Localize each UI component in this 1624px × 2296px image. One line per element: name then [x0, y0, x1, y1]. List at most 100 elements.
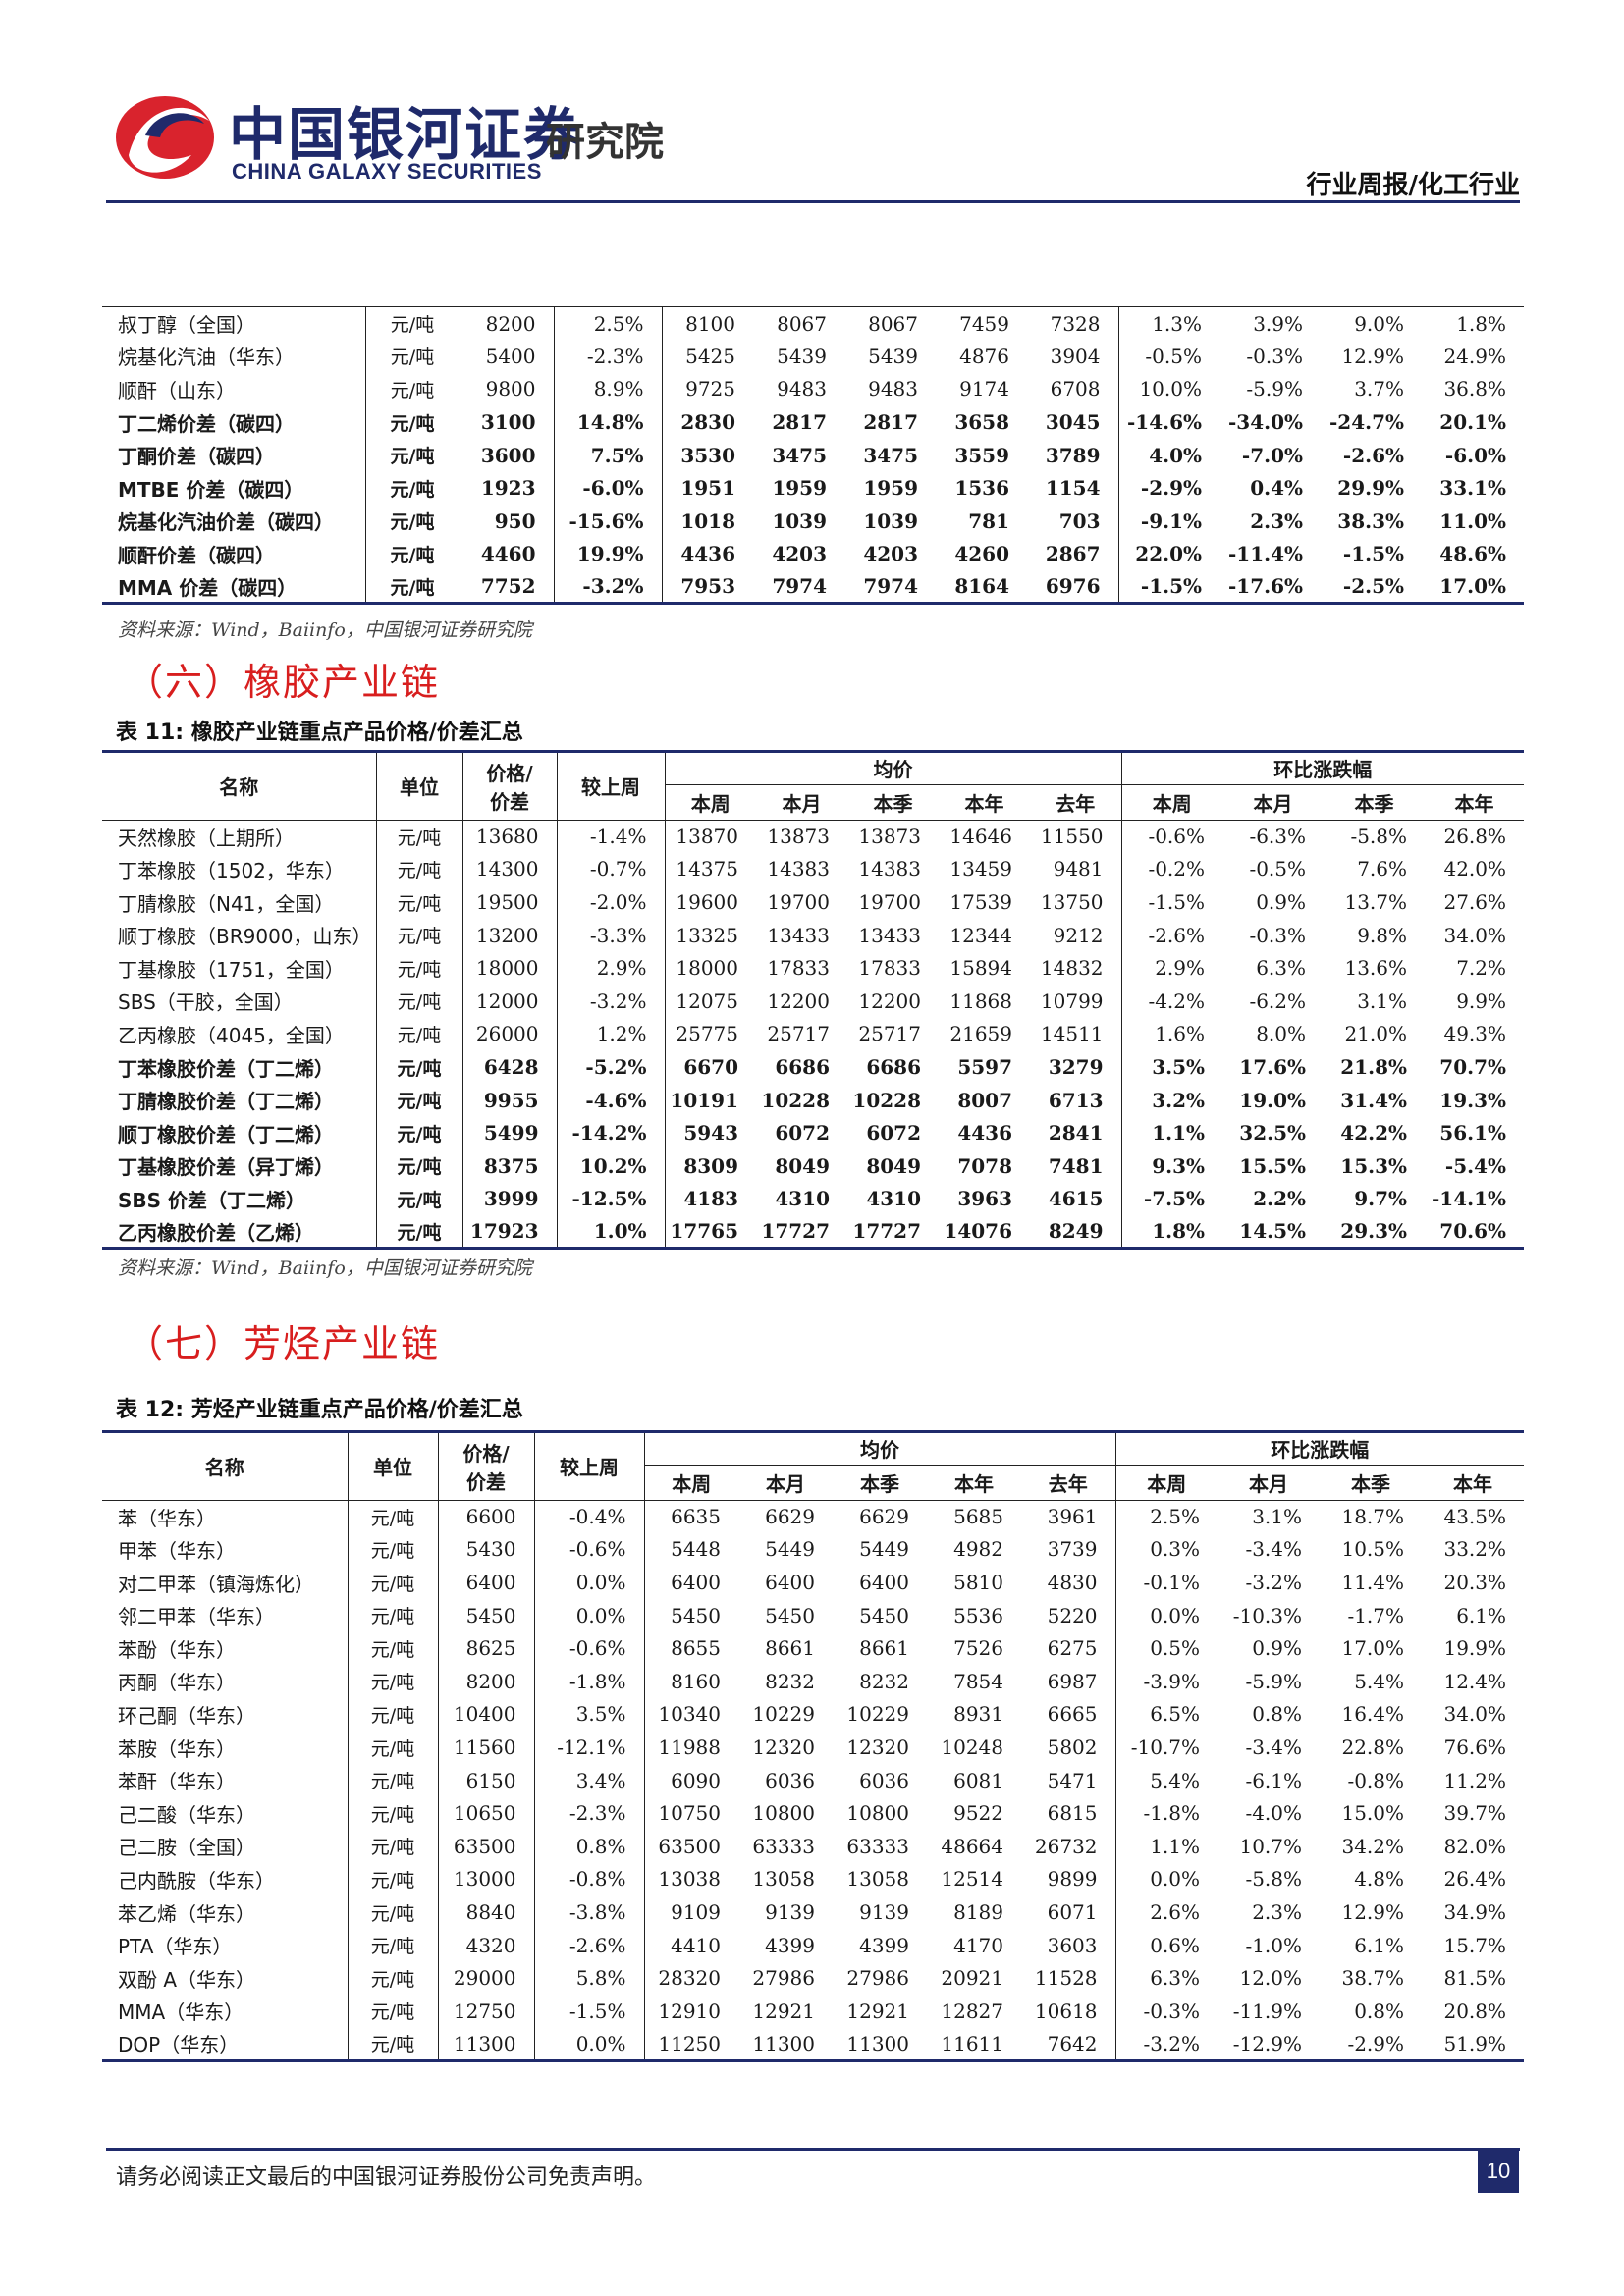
header-name: 名称 — [102, 1430, 348, 1501]
value-cell: 3.7% — [1354, 377, 1404, 401]
value-cell: 15.0% — [1341, 1801, 1405, 1826]
value-cell: 8200 — [459, 306, 554, 341]
value-cell: 43.5% — [1422, 1499, 1525, 1533]
value-cell: 14646 — [939, 819, 1030, 853]
value-cell: -7.5% — [1120, 1182, 1223, 1216]
value-cell: 14832 — [1040, 956, 1104, 981]
value-cell: 12.9% — [1341, 344, 1404, 368]
value-cell: -5.9% — [1245, 1669, 1303, 1693]
value-cell: 5450 — [643, 1598, 738, 1632]
value-cell: 9.3% — [1120, 1149, 1223, 1183]
galaxy-logo-icon — [116, 96, 214, 179]
value-cell: 28320 — [643, 1961, 738, 1995]
table-12-aromatics: 名称 单位 价格/价差 较上周 均价 环比涨跌幅 本周 本月 本季 本年 去年 本周 本月 本… — [102, 1430, 1525, 2062]
value-cell: 10.5% — [1341, 1537, 1405, 1562]
value-cell: 20.8% — [1443, 1999, 1507, 2023]
unit-cell: 元/吨 — [347, 1763, 438, 1797]
product-name-cell: 叔丁醇（全国） — [102, 306, 365, 341]
product-name-cell: 丁腈橡胶价差（丁二烯） — [118, 1090, 334, 1114]
value-cell: -6.1% — [1245, 1768, 1303, 1792]
value-cell: 7974 — [844, 570, 936, 606]
value-cell: 1.8% — [1120, 1215, 1223, 1251]
value-cell: 17833 — [858, 956, 921, 981]
value-cell: 26.4% — [1443, 1867, 1507, 1892]
value-cell: 0.8% — [533, 1830, 644, 1863]
table-row: 顺酐（山东） 元/吨 9800 8.9% 9725 9483 9483 9174 6708 10.… — [102, 372, 1524, 406]
value-cell: 5536 — [953, 1603, 1003, 1628]
unit-cell: 元/吨 — [347, 1665, 438, 1698]
value-cell: -0.6% — [1120, 819, 1223, 853]
value-cell: 8661 — [765, 1636, 815, 1661]
value-cell: 9800 — [459, 372, 554, 406]
value-cell: 32.5% — [1239, 1121, 1307, 1146]
value-cell: 70.6% — [1425, 1215, 1525, 1251]
unit-cell: 元/吨 — [375, 1083, 462, 1117]
header-avg-period: 本季 — [860, 1471, 899, 1496]
product-name-cell: 苯酚（华东） — [118, 1637, 236, 1662]
header-avg-period: 本周 — [643, 1465, 738, 1501]
value-cell: 5.4% — [1354, 1669, 1405, 1693]
value-cell: 4.0% — [1117, 438, 1219, 472]
value-cell: 6708 — [1050, 377, 1101, 401]
value-cell: 3.4% — [533, 1763, 644, 1797]
value-cell: 10229 — [752, 1702, 815, 1727]
value-cell: -14.6% — [1117, 405, 1219, 439]
value-cell: 1.6% — [1120, 1017, 1223, 1051]
value-cell: 3559 — [954, 443, 1009, 467]
value-cell: 8232 — [765, 1669, 815, 1693]
value-cell: -5.9% — [1246, 377, 1303, 401]
value-cell: 11.0% — [1439, 508, 1506, 533]
product-name-cell: 对二甲苯（镇海炼化） — [118, 1572, 314, 1596]
value-cell: 18000 — [664, 951, 756, 986]
value-cell: 5430 — [437, 1532, 534, 1567]
value-cell: -5.8% — [1245, 1867, 1303, 1892]
value-cell: 6036 — [765, 1768, 815, 1792]
value-cell: 7974 — [753, 570, 844, 606]
value-cell: 9212 — [1053, 923, 1104, 947]
value-cell: 16.4% — [1341, 1702, 1405, 1727]
table-row: 甲苯（华东） 元/吨 5430 -0.6% 5448 5449 5449 4982 3739 0.… — [102, 1532, 1524, 1567]
value-cell: 1536 — [954, 476, 1009, 501]
value-cell: 3.9% — [1219, 306, 1321, 341]
product-name-cell: 丁酮价差（碳四） — [118, 445, 275, 469]
value-cell: 12200 — [767, 988, 830, 1013]
table-row: 叔丁醇（全国） 元/吨 8200 2.5% 8100 8067 8067 7459 7328 1.… — [102, 306, 1524, 341]
value-cell: 5450 — [765, 1603, 815, 1628]
product-name-cell: 己二酸（华东） — [118, 1802, 255, 1827]
value-cell: 4183 — [664, 1182, 756, 1216]
value-cell: 2.3% — [1252, 1900, 1303, 1925]
value-cell: 12921 — [752, 1999, 815, 2023]
value-cell: 2.5% — [553, 306, 662, 341]
value-cell: 14.8% — [553, 405, 662, 439]
value-cell: 3530 — [661, 438, 753, 472]
value-cell: 9955 — [461, 1083, 557, 1117]
value-cell: 9481 — [1053, 857, 1104, 881]
value-cell: 9139 — [765, 1900, 815, 1925]
value-cell: 8049 — [775, 1153, 830, 1178]
value-cell: 1.8% — [1422, 306, 1524, 341]
value-cell: 49.3% — [1443, 1022, 1507, 1046]
unit-cell: 元/吨 — [347, 1532, 438, 1567]
value-cell: 4320 — [437, 1928, 534, 1962]
value-cell: 8625 — [437, 1631, 534, 1666]
value-cell: -1.5% — [1120, 885, 1223, 919]
value-cell: 11550 — [1030, 819, 1122, 853]
value-cell: 7078 — [957, 1153, 1012, 1178]
value-cell: -10.3% — [1232, 1603, 1303, 1628]
value-cell: 21.8% — [1340, 1055, 1408, 1080]
header-change-period: 本月 — [1249, 1471, 1289, 1496]
value-cell: 17727 — [847, 1215, 939, 1251]
value-cell: 24.9% — [1443, 344, 1506, 368]
unit-cell: 元/吨 — [347, 1896, 438, 1929]
footer-disclaimer: 请务必阅读正文最后的中国银河证券股份公司免责声明。 — [116, 2165, 657, 2190]
value-cell: 8309 — [664, 1149, 756, 1183]
header-change-group: 环比涨跌幅 — [1114, 1430, 1525, 1466]
value-cell: 29.3% — [1324, 1215, 1426, 1251]
value-cell: 1.1% — [1120, 1116, 1223, 1150]
value-cell: 27986 — [752, 1966, 815, 1991]
value-cell: 6036 — [859, 1768, 909, 1792]
unit-cell: 元/吨 — [375, 1116, 462, 1150]
header-avg-period: 本月 — [766, 1471, 805, 1496]
value-cell: 63500 — [643, 1830, 738, 1863]
value-cell: -5.2% — [556, 1050, 665, 1084]
